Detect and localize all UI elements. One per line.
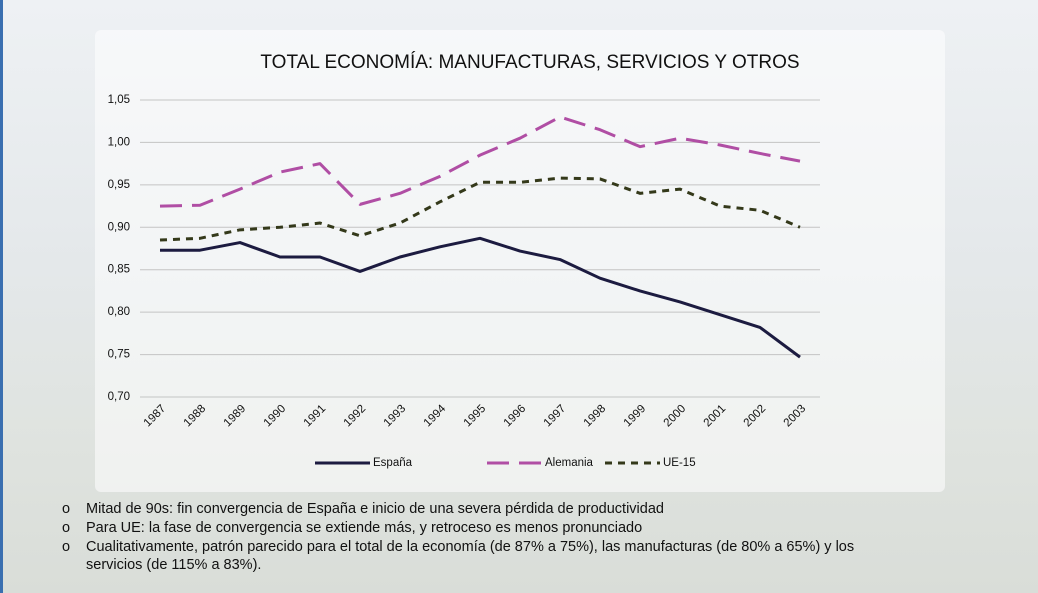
- bullet: Cualitativamente, patrón parecido para e…: [60, 538, 860, 574]
- x-tick-label: 1989: [222, 403, 249, 430]
- x-tick-label: 2001: [702, 403, 729, 430]
- x-tick-label: 1990: [262, 403, 289, 430]
- chart-title: TOTAL ECONOMÍA: MANUFACTURAS, SERVICIOS …: [260, 52, 799, 73]
- bullet-list: Mitad de 90s: fin convergencia de España…: [60, 500, 860, 575]
- x-tick-label: 1992: [342, 403, 369, 430]
- x-tick-label: 1995: [462, 403, 489, 430]
- y-tick-label: 0,85: [108, 264, 130, 276]
- series-line: [160, 117, 800, 206]
- x-tick-label: 1987: [142, 403, 169, 430]
- y-tick-label: 0,90: [108, 221, 130, 233]
- series-line: [160, 178, 800, 240]
- bullet: Mitad de 90s: fin convergencia de España…: [60, 500, 860, 518]
- x-tick-label: 1998: [582, 403, 609, 430]
- x-tick-label: 1994: [422, 402, 449, 429]
- x-tick-label: 2000: [662, 403, 689, 430]
- x-tick-label: 2002: [742, 403, 769, 430]
- y-tick-label: 0,75: [108, 349, 130, 361]
- y-tick-label: 0,80: [108, 306, 130, 318]
- x-tick-label: 2003: [782, 403, 809, 430]
- y-tick-label: 1,00: [108, 136, 130, 148]
- x-tick-label: 1999: [622, 403, 649, 430]
- series-line: [160, 238, 800, 357]
- x-tick-label: 1997: [542, 403, 569, 430]
- x-tick-label: 1993: [382, 403, 409, 430]
- y-tick-label: 0,95: [108, 179, 130, 191]
- legend-label: Alemania: [545, 457, 594, 469]
- x-tick-label: 1996: [502, 403, 529, 430]
- legend-label: UE-15: [663, 457, 696, 469]
- y-tick-label: 1,05: [108, 94, 130, 106]
- x-tick-label: 1991: [302, 403, 329, 430]
- x-tick-label: 1988: [182, 403, 209, 430]
- page: {"chart_data": {"type": "line", "title":…: [0, 0, 1038, 593]
- legend-label: España: [373, 457, 413, 469]
- y-tick-label: 0,70: [108, 391, 130, 403]
- bullet: Para UE: la fase de convergencia se exti…: [60, 519, 860, 537]
